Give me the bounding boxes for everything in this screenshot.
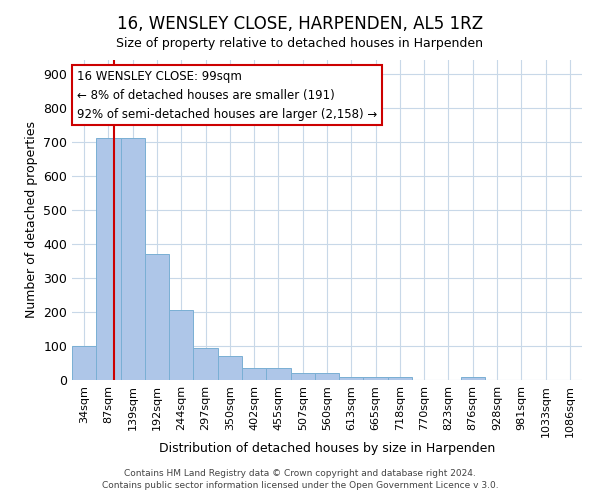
Bar [145,254,169,380]
Bar [121,138,145,380]
Text: Contains HM Land Registry data © Crown copyright and database right 2024.
Contai: Contains HM Land Registry data © Crown c… [101,468,499,490]
Bar [266,368,290,380]
Bar [388,376,412,380]
Text: Size of property relative to detached houses in Harpenden: Size of property relative to detached ho… [116,38,484,51]
Bar [218,356,242,380]
Bar [169,310,193,380]
Bar [339,376,364,380]
Bar [364,376,388,380]
Bar [242,368,266,380]
Text: 16, WENSLEY CLOSE, HARPENDEN, AL5 1RZ: 16, WENSLEY CLOSE, HARPENDEN, AL5 1RZ [117,15,483,33]
Text: 16 WENSLEY CLOSE: 99sqm
← 8% of detached houses are smaller (191)
92% of semi-de: 16 WENSLEY CLOSE: 99sqm ← 8% of detached… [77,70,377,120]
Bar [193,348,218,380]
Y-axis label: Number of detached properties: Number of detached properties [25,122,38,318]
Bar [290,372,315,380]
Bar [72,346,96,380]
X-axis label: Distribution of detached houses by size in Harpenden: Distribution of detached houses by size … [159,442,495,456]
Bar [461,376,485,380]
Bar [96,138,121,380]
Bar [315,372,339,380]
